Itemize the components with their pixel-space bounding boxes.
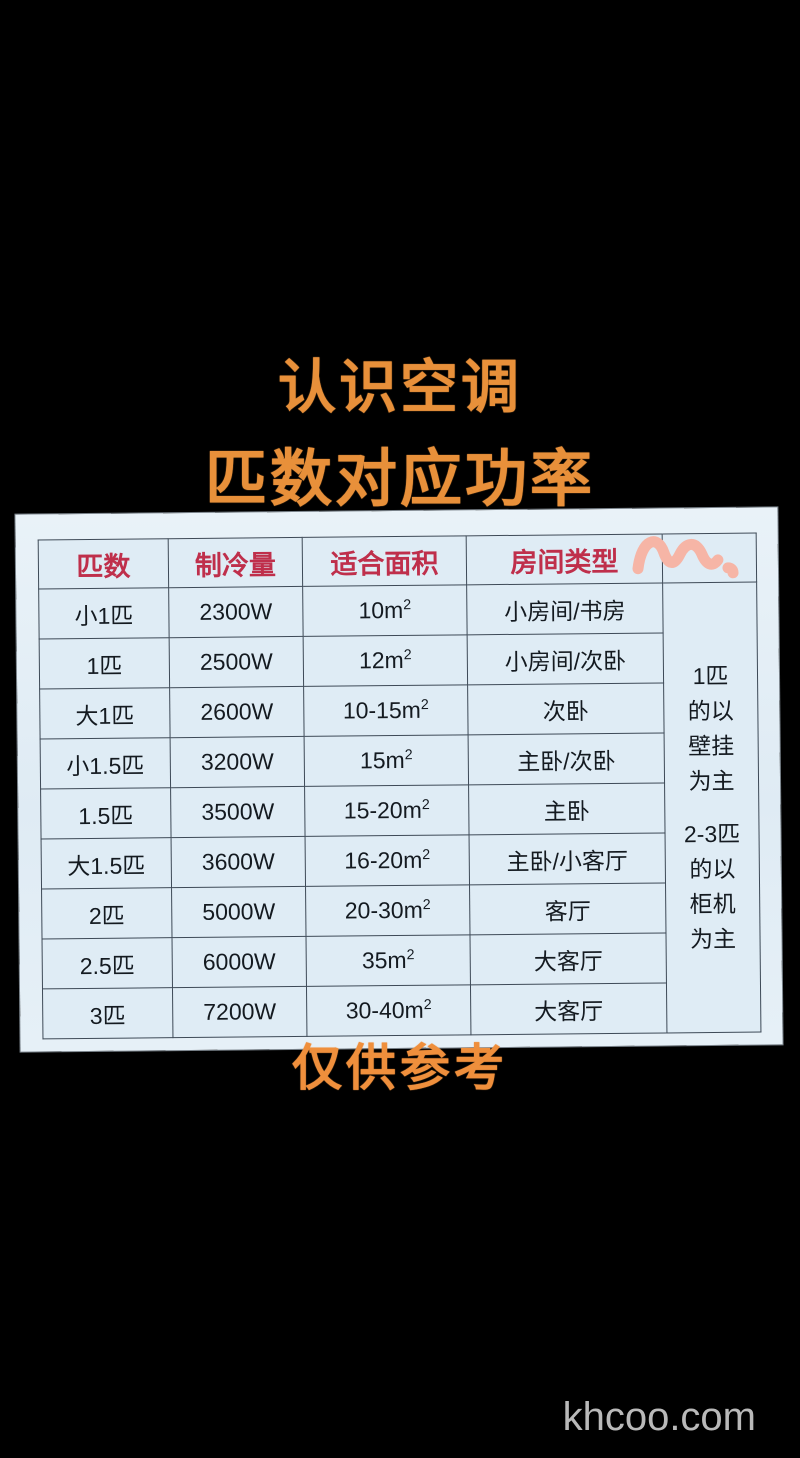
area-unit: m (402, 796, 422, 823)
cell-cooling-capacity: 2500W (169, 636, 304, 688)
area-unit-exponent: 2 (406, 947, 415, 964)
area-unit: m (383, 596, 404, 624)
title-block: 认识空调 匹数对应功率 (0, 355, 800, 514)
column-header-room-type: 房间类型 (466, 533, 663, 585)
cell-horsepower: 大1.5匹 (41, 837, 172, 889)
cell-suitable-area: 35m2 (306, 934, 471, 987)
cell-suitable-area: 12m2 (303, 634, 468, 687)
area-unit: m (403, 896, 423, 923)
table-row: 2匹 5000W 20-30m2 客厅 (41, 882, 760, 939)
side-note-line: 2-3匹 (683, 820, 741, 847)
cell-room-type: 主卧 (468, 782, 666, 835)
cell-horsepower: 2.5匹 (42, 937, 173, 989)
area-value: 20-30 (344, 896, 404, 924)
side-note-spacer (667, 798, 756, 817)
footer-disclaimer: 仅供参考 (292, 1040, 508, 1096)
area-value: 10 (358, 597, 385, 624)
table-paper-sheet: 匹数 制冷量 适合面积 房间类型 小1匹 2300W 10m2 小房间/书房 1匹 的以壁… (15, 507, 783, 1052)
side-note-line: 柜机 (689, 890, 736, 917)
cell-horsepower: 1匹 (39, 637, 170, 689)
cell-suitable-area: 15-20m2 (304, 784, 470, 837)
cell-horsepower: 小1.5匹 (40, 737, 171, 789)
cell-horsepower: 1.5匹 (40, 787, 172, 839)
table-row: 大1.5匹 3600W 16-20m2 主卧/小客厅 (41, 832, 759, 889)
cell-room-type: 小房间/次卧 (467, 632, 664, 685)
table-row: 小1.5匹 3200W 15m2 主卧/次卧 (40, 732, 758, 789)
column-header-cooling-capacity: 制冷量 (168, 537, 303, 588)
side-note-line: 壁挂 (688, 732, 735, 759)
table-row: 大1匹 2600W 10-15m2 次卧 (39, 682, 758, 739)
cell-cooling-capacity: 5000W (171, 886, 307, 938)
area-value: 12 (358, 647, 385, 674)
cell-cooling-capacity: 2600W (169, 686, 305, 738)
area-unit-exponent: 2 (422, 897, 431, 914)
cell-room-type: 主卧/小客厅 (469, 832, 666, 885)
table-row: 2.5匹 6000W 35m2 大客厅 (42, 932, 760, 989)
area-unit: m (384, 646, 404, 674)
table-row: 小1匹 2300W 10m2 小房间/书房 1匹 的以 壁挂 为主 2-3匹 的以 柜机 为主 (38, 582, 761, 1033)
side-note-line: 为主 (688, 767, 735, 794)
area-value: 15 (359, 747, 386, 774)
page-title-main: 认识空调 (277, 355, 522, 420)
side-note-line: 为主 (689, 925, 737, 952)
area-value: 16-20 (344, 846, 404, 874)
area-value: 35 (361, 947, 388, 974)
area-unit-exponent: 2 (420, 697, 429, 714)
side-note-line: 的以 (687, 697, 734, 724)
table-body: 小1匹 2300W 10m2 小房间/书房 1匹 的以 壁挂 为主 2-3匹 的以 柜机 为主 1匹 25… (38, 582, 761, 1039)
area-unit-exponent: 2 (421, 797, 430, 814)
area-unit-exponent: 2 (403, 597, 412, 614)
cell-cooling-capacity: 2300W (168, 586, 304, 638)
cell-horsepower: 2匹 (41, 887, 173, 939)
cell-horsepower: 大1匹 (39, 687, 171, 739)
area-value: 15-20 (343, 796, 403, 824)
cell-suitable-area: 10-15m2 (303, 684, 469, 737)
area-unit: m (404, 996, 424, 1023)
cell-room-type: 客厅 (469, 882, 666, 935)
side-note-line: 1匹 (692, 662, 729, 689)
cell-suitable-area: 20-30m2 (305, 884, 470, 937)
area-unit-exponent: 2 (403, 647, 412, 664)
area-unit: m (401, 696, 421, 723)
cell-cooling-capacity: 3200W (170, 736, 305, 788)
table-row: 1.5匹 3500W 15-20m2 主卧 (40, 782, 759, 839)
column-header-side-note (662, 533, 757, 583)
ac-horsepower-spec-table: 匹数 制冷量 适合面积 房间类型 小1匹 2300W 10m2 小房间/书房 1匹 的以壁… (38, 533, 762, 1040)
area-unit: m (403, 846, 423, 873)
cell-cooling-capacity: 3600W (171, 836, 306, 888)
page-title-sub: 匹数对应功率 (204, 444, 595, 514)
cell-suitable-area: 10m2 (302, 584, 468, 637)
cell-suitable-area: 16-20m2 (305, 834, 470, 887)
area-value: 10-15 (342, 696, 402, 724)
site-watermark: khcoo.com (562, 1395, 756, 1439)
column-header-horsepower: 匹数 (38, 538, 169, 589)
side-note-line: 的以 (689, 855, 736, 882)
cell-room-type: 次卧 (467, 682, 665, 735)
side-note-cell: 1匹 的以 壁挂 为主 2-3匹 的以 柜机 为主 (662, 582, 761, 1033)
cell-horsepower: 小1匹 (38, 587, 170, 639)
table-row: 1匹 2500W 12m2 小房间/次卧 (39, 632, 757, 689)
cell-cooling-capacity: 3500W (170, 786, 306, 838)
area-unit: m (385, 746, 405, 774)
area-unit: m (387, 946, 407, 974)
area-unit-exponent: 2 (423, 997, 432, 1014)
area-value: 30-40 (345, 996, 405, 1024)
area-unit-exponent: 2 (422, 847, 431, 864)
cell-suitable-area: 15m2 (304, 734, 469, 787)
cell-cooling-capacity: 6000W (172, 936, 307, 988)
cell-room-type: 大客厅 (469, 932, 667, 985)
area-unit-exponent: 2 (404, 747, 413, 764)
cell-room-type: 主卧/次卧 (468, 732, 665, 785)
column-header-suitable-area: 适合面积 (302, 535, 467, 587)
table-header-row: 匹数 制冷量 适合面积 房间类型 (38, 533, 757, 589)
cell-room-type: 小房间/书房 (466, 582, 664, 635)
